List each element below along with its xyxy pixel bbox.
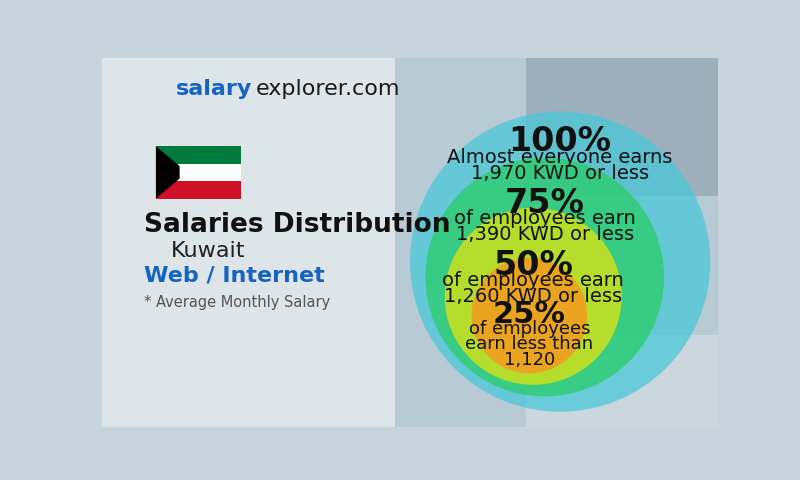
Bar: [156, 164, 241, 181]
Text: of employees earn: of employees earn: [442, 271, 624, 290]
Text: 1,390 KWD or less: 1,390 KWD or less: [456, 225, 634, 244]
Text: 75%: 75%: [505, 187, 585, 220]
Bar: [526, 335, 718, 427]
Text: explorer.com: explorer.com: [256, 79, 401, 99]
Text: Web / Internet: Web / Internet: [144, 265, 325, 286]
Text: Salaries Distribution: Salaries Distribution: [144, 212, 451, 238]
Text: 1,970 KWD or less: 1,970 KWD or less: [471, 164, 650, 183]
Polygon shape: [156, 146, 180, 199]
Bar: [156, 181, 241, 199]
Text: 100%: 100%: [509, 125, 612, 158]
Circle shape: [410, 111, 710, 412]
Text: 1,120: 1,120: [504, 350, 555, 369]
Text: 1,260 KWD or less: 1,260 KWD or less: [444, 287, 622, 306]
Text: 50%: 50%: [494, 249, 573, 282]
Bar: [102, 58, 426, 427]
Bar: [394, 58, 718, 427]
Text: of employees earn: of employees earn: [454, 209, 636, 228]
Text: salary: salary: [176, 79, 252, 99]
Text: of employees: of employees: [469, 321, 590, 338]
Bar: [156, 146, 241, 164]
Text: Almost everyone earns: Almost everyone earns: [447, 147, 673, 167]
Bar: [526, 58, 718, 196]
Text: Kuwait: Kuwait: [171, 241, 246, 261]
Text: 25%: 25%: [493, 300, 566, 329]
Circle shape: [426, 158, 664, 396]
Text: earn less than: earn less than: [466, 336, 594, 353]
Circle shape: [445, 208, 622, 385]
Text: * Average Monthly Salary: * Average Monthly Salary: [144, 295, 330, 310]
Circle shape: [472, 258, 587, 373]
